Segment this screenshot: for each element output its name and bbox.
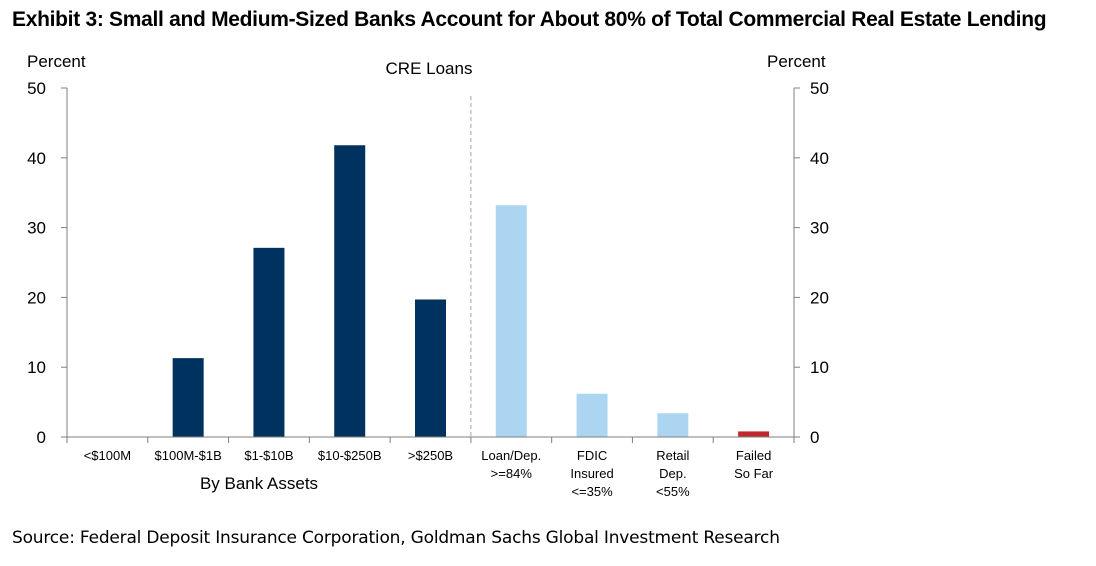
category-label: Failed — [736, 448, 771, 463]
group-label-bank-assets: By Bank Assets — [200, 474, 318, 493]
right-tick-label: 30 — [810, 219, 829, 238]
left-tick-label: 10 — [27, 358, 46, 377]
bar — [172, 358, 204, 437]
exhibit-title: Exhibit 3: Small and Medium-Sized Banks … — [12, 8, 1047, 31]
right-tick-label: 20 — [810, 288, 829, 307]
left-tick-label: 0 — [37, 428, 46, 447]
right-tick-label: 40 — [810, 149, 829, 168]
bar — [495, 205, 527, 437]
chart-title: CRE Loans — [386, 59, 473, 78]
category-label: $100M-$1B — [155, 448, 222, 463]
bar — [253, 247, 285, 437]
left-tick-label: 40 — [27, 149, 46, 168]
category-label: $1-$10B — [244, 448, 293, 463]
category-label: >=84% — [491, 466, 533, 481]
right-tick-label: 50 — [810, 79, 829, 98]
bar — [576, 393, 608, 437]
category-label: Retail — [656, 448, 689, 463]
category-label: Insured — [570, 466, 613, 481]
category-label: So Far — [734, 466, 774, 481]
left-tick-label: 50 — [27, 79, 46, 98]
left-tick-label: 30 — [27, 219, 46, 238]
right-axis-label: Percent — [767, 52, 826, 71]
bar — [657, 413, 689, 437]
source-note: Source: Federal Deposit Insurance Corpor… — [12, 528, 780, 548]
left-axis-label: Percent — [27, 52, 86, 71]
category-label: <$100M — [84, 448, 131, 463]
left-tick-label: 20 — [27, 288, 46, 307]
right-tick-label: 10 — [810, 358, 829, 377]
category-label: Loan/Dep. — [481, 448, 541, 463]
category-label: >$250B — [408, 448, 453, 463]
bar — [415, 299, 446, 437]
category-label: $10-$250B — [318, 448, 382, 463]
category-label: <=35% — [571, 484, 613, 499]
category-label: <55% — [656, 484, 690, 499]
right-tick-label: 0 — [810, 428, 819, 447]
category-label: FDIC — [577, 448, 607, 463]
category-label: Dep. — [659, 466, 686, 481]
bar — [334, 145, 366, 437]
bar — [738, 431, 770, 437]
